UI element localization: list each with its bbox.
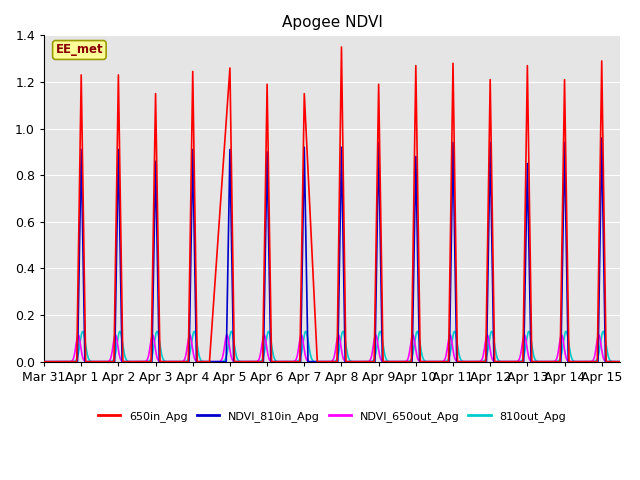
Title: Apogee NDVI: Apogee NDVI	[282, 15, 383, 30]
Legend: 650in_Apg, NDVI_810in_Apg, NDVI_650out_Apg, 810out_Apg: 650in_Apg, NDVI_810in_Apg, NDVI_650out_A…	[93, 407, 571, 426]
Text: EE_met: EE_met	[56, 44, 103, 57]
